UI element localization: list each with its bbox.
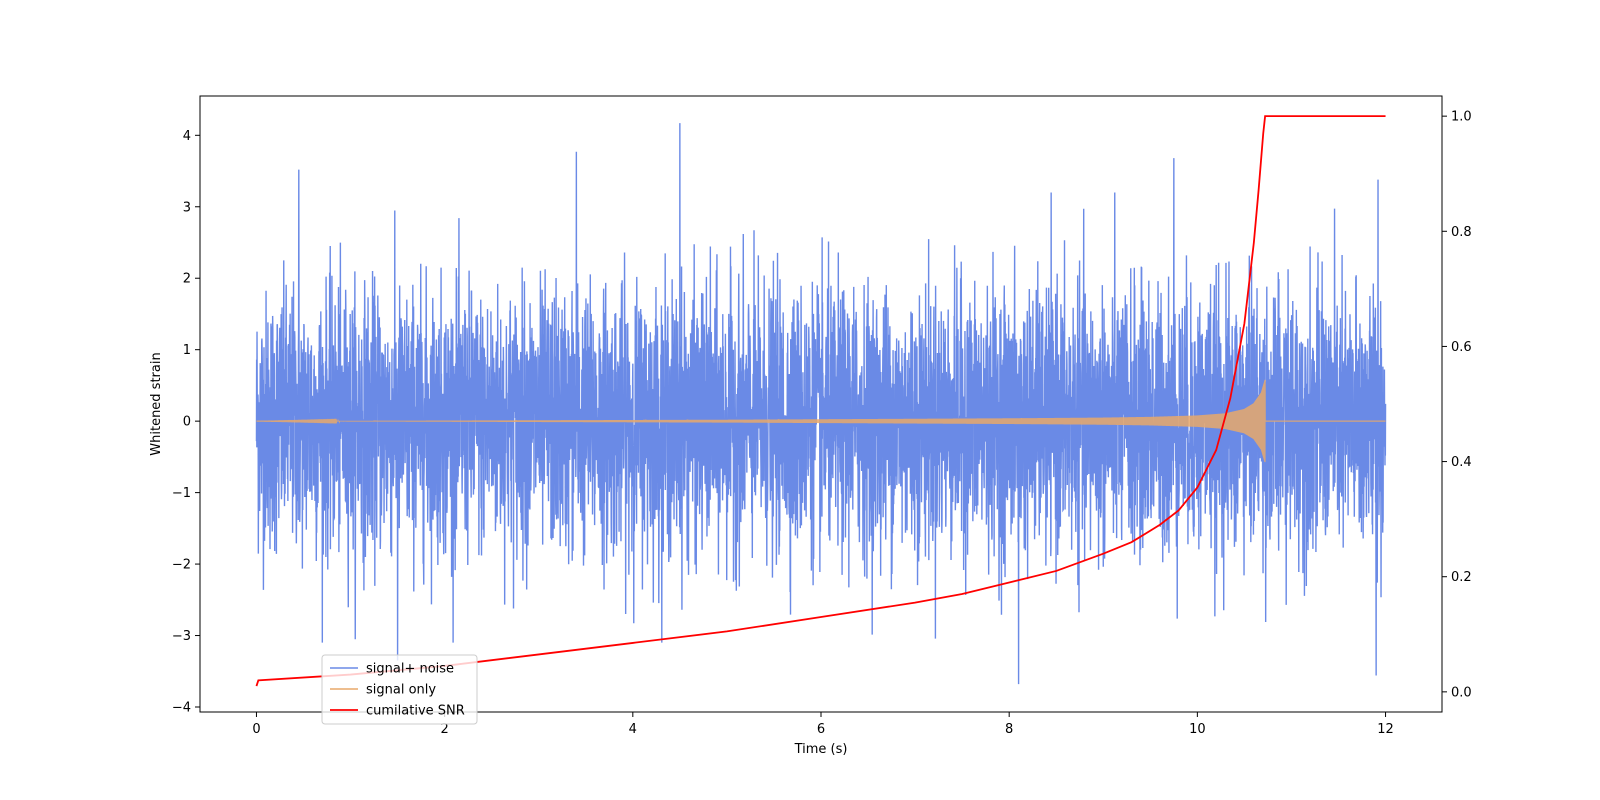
y2-tick-label: 0.2: [1451, 570, 1472, 585]
legend-label-cumilative-snr: cumilative SNR: [366, 704, 465, 719]
y-tick-label: −4: [172, 700, 191, 715]
y-tick-label: −2: [172, 558, 191, 573]
legend: signal+ noise signal only cumilative SNR: [321, 654, 478, 725]
y2-tick-label: 0.8: [1451, 225, 1472, 240]
legend-box: [321, 654, 478, 725]
y2-tick-label: 0.4: [1451, 455, 1472, 470]
x-tick-label: 4: [629, 722, 637, 737]
legend-label-signal-noise: signal+ noise: [366, 662, 454, 677]
y2-tick-label: 0.6: [1451, 340, 1472, 355]
x-tick-label: 0: [252, 722, 260, 737]
y-tick-label: 1: [183, 343, 191, 358]
series-signal-noise-line: [255, 123, 1387, 685]
y-tick-label: −1: [172, 486, 191, 501]
y-axis-label: Whitened strain: [149, 352, 164, 455]
y2-tick-label: 1.0: [1451, 110, 1472, 125]
y-tick-label: 0: [183, 415, 191, 430]
x-tick-label: 12: [1377, 722, 1394, 737]
series-signal-only-line: [256, 379, 1386, 463]
y-tick-label: 2: [183, 272, 191, 287]
x-tick-label: 8: [1005, 722, 1013, 737]
x-axis-label: Time (s): [794, 742, 848, 757]
legend-label-signal-only: signal only: [366, 683, 436, 698]
y-tick-label: −3: [172, 629, 191, 644]
y2-tick-label: 0.0: [1451, 685, 1472, 700]
x-tick-label: 10: [1189, 722, 1206, 737]
series-layer: [255, 115, 1387, 687]
y-tick-label: 4: [183, 129, 191, 144]
series-cumulative-snr-line: [255, 115, 1386, 687]
y-tick-label: 3: [183, 200, 191, 215]
x-tick-label: 6: [817, 722, 825, 737]
x-tick-label: 2: [440, 722, 448, 737]
